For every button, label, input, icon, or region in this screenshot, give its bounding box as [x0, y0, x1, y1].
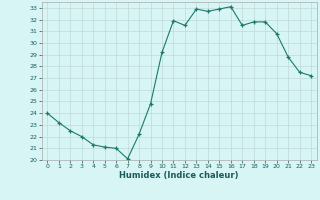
X-axis label: Humidex (Indice chaleur): Humidex (Indice chaleur) [119, 171, 239, 180]
